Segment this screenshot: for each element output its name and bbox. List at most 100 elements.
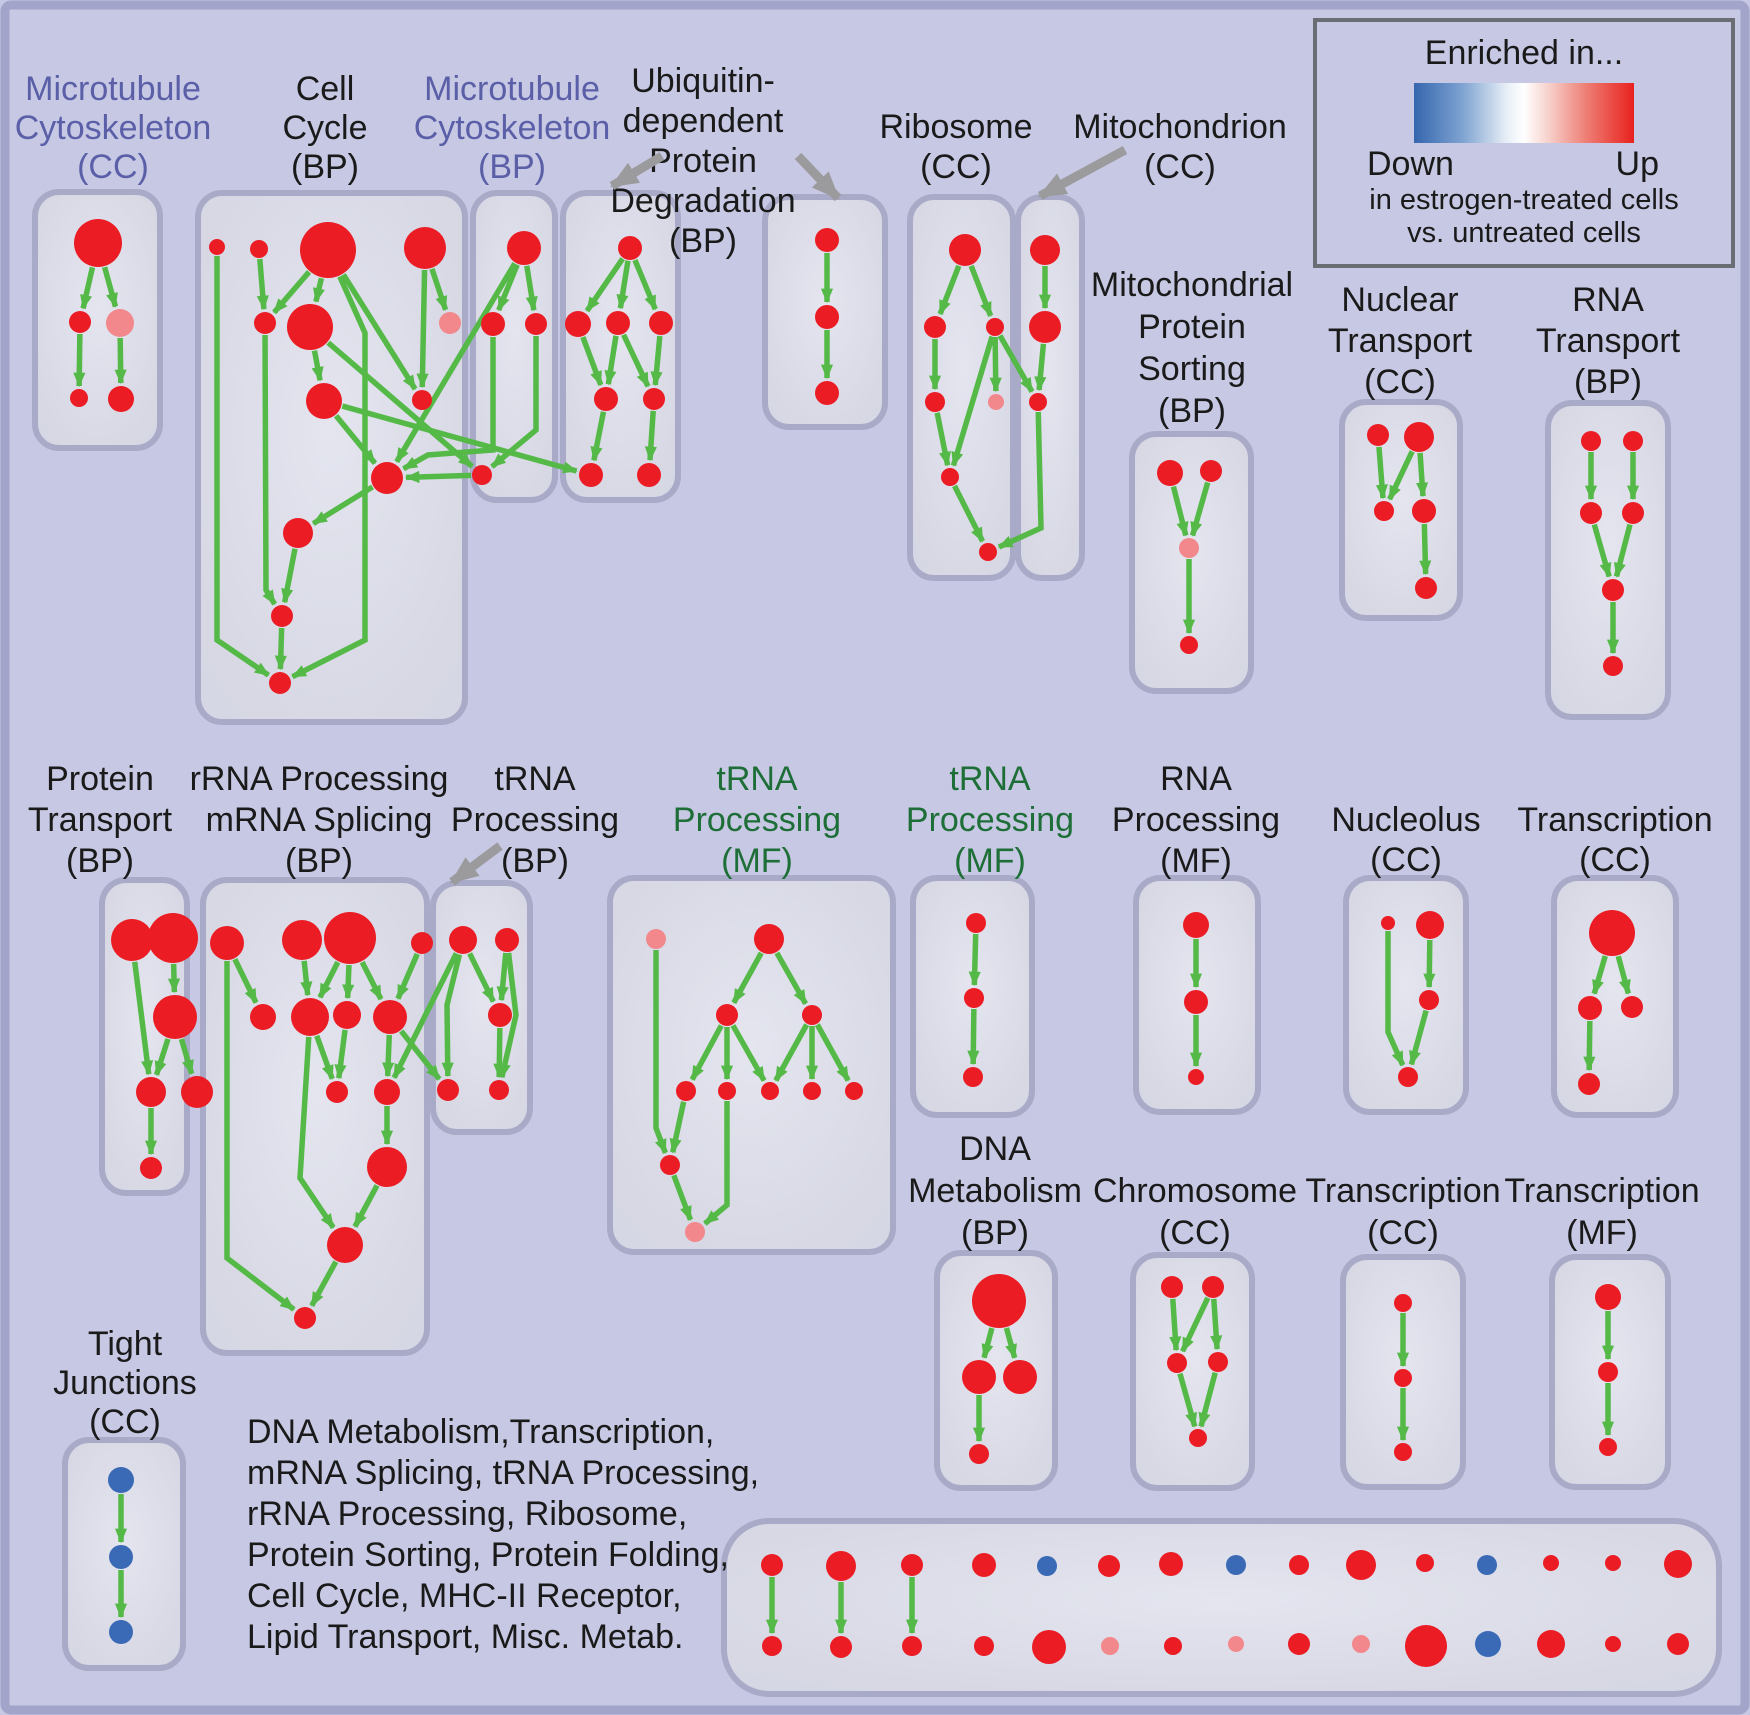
edge-rrna [395,952,420,1000]
cluster-label-trna-mf2: Processing [906,801,1074,839]
node-misc-c6a [1098,1555,1120,1577]
cluster-label-rrna: (BP) [285,842,353,880]
cross-edge [391,952,459,1079]
edge-nuclear-transport [1416,452,1429,498]
cluster-box-transcription-cc-mid [1551,875,1679,1118]
node-cell-cycle-h [306,383,342,419]
edge-ubiq1 [632,258,658,311]
node-tight-junctions-TJ2 [109,1545,133,1569]
cluster-label-nuclear-transport: (CC) [1364,363,1436,401]
node-ubiq1-ML [594,387,618,411]
node-misc-c5a [1037,1556,1057,1576]
edge-nuclear-transport [1419,523,1432,576]
cluster-box-trna-mf [607,875,896,1255]
cluster-label-transcription-cc-mid: Transcription [1517,801,1712,839]
edge-protein-transport [178,1038,195,1075]
node-ubiq1-T [618,236,642,260]
node-ribosome-R1 [949,234,981,266]
edge-dna-metabolism [981,1327,995,1359]
legend-gradient-bar [1414,83,1634,143]
note-line: DNA Metabolism,Transcription, [247,1413,715,1451]
edge-cell-cycle [291,275,368,680]
node-trna-mf-K4 [802,1005,822,1025]
cluster-label-mt-bp: Microtubule [424,70,600,108]
cluster-label-cell-cycle: Cycle [282,109,367,147]
edge-ribosome [934,412,951,467]
node-rrna-Q6 [291,998,329,1036]
cross-edge [404,470,472,484]
edge-mitochondrion [1034,343,1047,392]
node-trna-mf-K8 [803,1082,821,1100]
cluster-label-mt-cc: Microtubule [25,70,201,108]
cluster-label-rna-proc-mf: Processing [1112,801,1280,839]
edge-ribosome [950,335,995,467]
edge-ubiq1 [590,411,607,462]
node-trna-mf2-W2 [964,988,984,1008]
edge-chromosome [1210,1298,1223,1351]
cluster-label-nucleolus: Nucleolus [1331,801,1480,839]
cluster-label-rna-transport: RNA [1572,281,1644,319]
edge-rrna [309,1260,339,1308]
node-cell-cycle-l [271,605,293,627]
edge-cell-cycle [416,269,429,389]
cluster-label-mito-sorting: Mitochondrial [1091,266,1293,304]
node-dna-metabolism-DX4 [969,1444,989,1464]
node-misc-c6b [1101,1637,1119,1655]
node-transcription-cc-mid-TW3 [1621,996,1643,1018]
node-rrna-Q7 [333,1001,361,1029]
legend-up-label: Up [1615,145,1659,183]
cluster-label-transcription-mf-bot: (MF) [1566,1214,1638,1252]
node-tight-junctions-TJ1 [108,1467,134,1493]
node-mt-bp-RM [525,313,547,335]
cluster-label-mt-bp: Cytoskeleton [414,109,611,147]
node-ubiq2-U3 [815,381,839,405]
node-trna-bp-TBR [489,1080,509,1100]
edge-trna-mf2 [967,1008,980,1066]
node-misc-c13a [1543,1555,1559,1571]
label-pointer-arrow [609,152,665,190]
edge-trna-mf [669,1101,687,1154]
node-nuclear-transport-N1 [1367,424,1389,446]
node-ubiq1-BR [637,463,661,487]
cluster-label-dna-metabolism: Metabolism [908,1172,1082,1210]
cluster-label-protein-transport: Protein [46,760,154,798]
edge-mt-cc [101,266,119,308]
node-misc-c11a [1416,1554,1434,1572]
node-trna-mf-K7 [761,1082,779,1100]
edge-trna-mf [774,951,808,1006]
node-trna-mf-K9 [845,1082,863,1100]
node-misc-c7b [1164,1637,1182,1655]
edge-mito-sorting [1189,481,1211,537]
edge-rrna [382,1034,395,1078]
node-chromosome-CY3 [1167,1353,1187,1373]
node-trna-bp-TR [495,928,519,952]
node-misc-c12b [1475,1631,1501,1657]
edge-rrna [300,960,313,997]
node-ribosome-R6 [941,468,959,486]
edge-rrna [314,1034,335,1080]
misc-cluster-note: DNA Metabolism,Transcription, mRNA Splic… [247,1412,759,1658]
edge-cell-cycle [341,273,418,391]
node-rna-transport-V4 [1622,502,1644,524]
cluster-box-ribosome [907,194,1016,581]
cluster-label-rrna: mRNA Splicing [206,801,433,839]
node-rna-transport-V2 [1623,431,1643,451]
edge-cell-cycle [256,258,269,311]
node-misc-c4b [974,1636,994,1656]
edge-nucleolus [1423,939,1436,989]
node-mito-sorting-S2 [1200,460,1222,482]
cluster-label-trna-mf2: (MF) [954,842,1026,880]
node-mt-cc-C [106,309,134,337]
node-misc-c1a [761,1554,783,1576]
node-mt-bp-T [507,231,541,265]
cluster-label-ubiq1: Protein [649,142,757,180]
node-dna-metabolism-DX2 [962,1360,996,1394]
node-cell-cycle-j [371,462,403,494]
edge-rna-transport [1613,523,1633,578]
cluster-label-transcription-cc-mid: (CC) [1579,841,1651,879]
edge-chromosome [1169,1298,1182,1352]
node-rna-proc-mf-U3 [1188,1069,1204,1085]
node-protein-transport-P3 [153,995,197,1039]
edge-ribosome [968,264,994,317]
